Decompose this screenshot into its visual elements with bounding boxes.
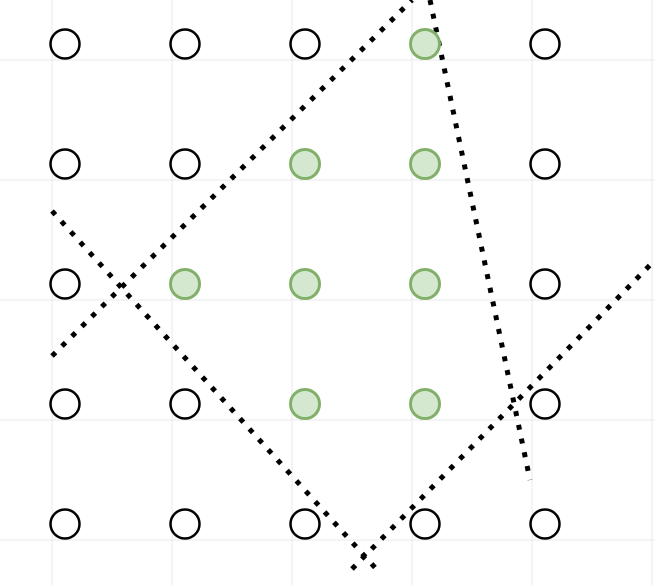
grid-circle (529, 148, 561, 180)
grid-circle-highlighted (409, 28, 441, 60)
dotted-line-diagonal-up (50, 0, 414, 358)
grid-circle (529, 508, 561, 540)
grid-circle-highlighted (289, 268, 321, 300)
grid-circle (49, 268, 81, 300)
dotted-lines-group (50, 0, 655, 574)
dotted-line-diagonal-down (50, 209, 381, 574)
grid-circle (49, 148, 81, 180)
grid-circle (409, 508, 441, 540)
grid-circle (289, 28, 321, 60)
grid-circle (529, 268, 561, 300)
grid-circle (169, 388, 201, 420)
grid-circle (529, 388, 561, 420)
grid-circle (49, 28, 81, 60)
circle-grid (49, 28, 561, 540)
grid-circle-highlighted (289, 148, 321, 180)
grid-circle-highlighted (409, 268, 441, 300)
grid-circle-highlighted (409, 388, 441, 420)
dotted-line-steep (427, 0, 533, 481)
grid-circle (169, 508, 201, 540)
grid-circle (529, 28, 561, 60)
grid-circle (169, 148, 201, 180)
grid-circle (169, 28, 201, 60)
grid-circle (49, 508, 81, 540)
grid-circle (49, 388, 81, 420)
grid-circle-highlighted (289, 388, 321, 420)
grid-circle-highlighted (409, 148, 441, 180)
dotted-line-lower-right (350, 258, 655, 571)
grid-circle-highlighted (169, 268, 201, 300)
grid-circle (289, 508, 321, 540)
